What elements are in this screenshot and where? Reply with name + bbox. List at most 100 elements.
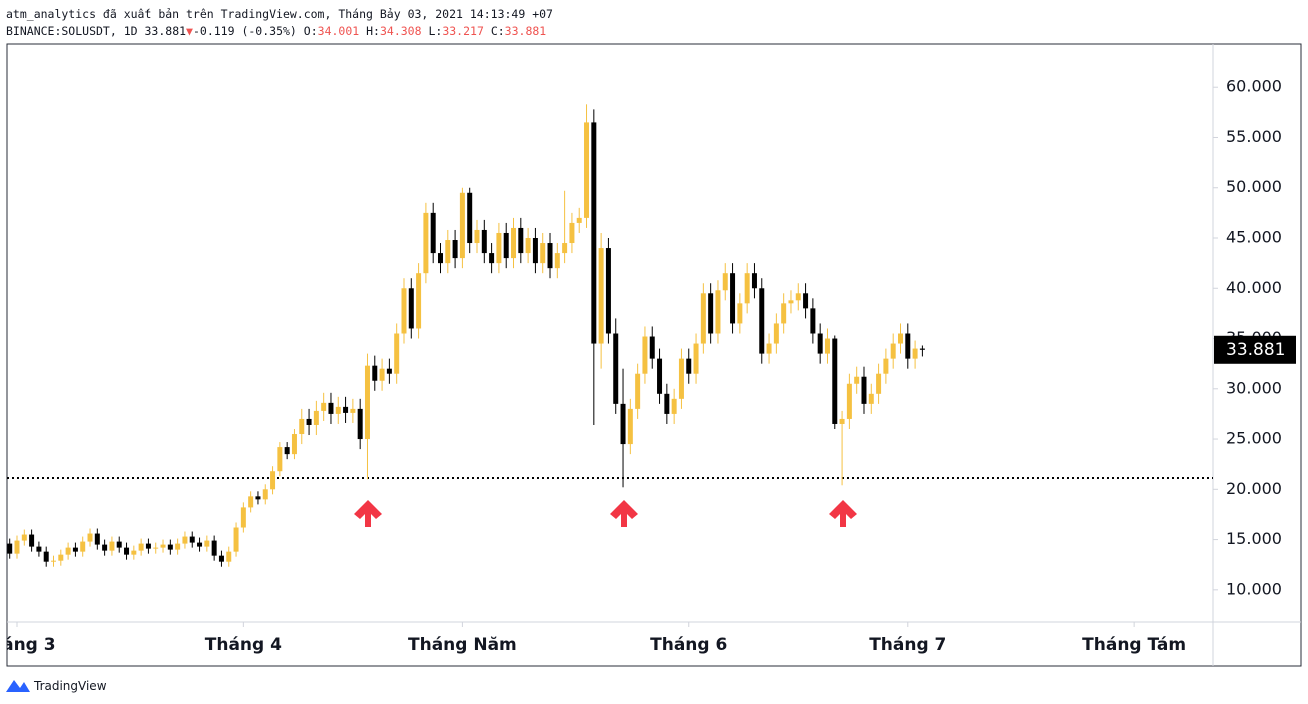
candle-body xyxy=(313,410,319,425)
candle-body xyxy=(722,273,728,291)
candle-body xyxy=(730,273,736,324)
o-value: 34.001 xyxy=(318,24,360,38)
candle-body xyxy=(291,434,297,455)
candle-body xyxy=(379,368,385,381)
candle-body xyxy=(372,365,378,381)
candle-body xyxy=(664,393,670,414)
candle-body xyxy=(175,543,181,550)
last: 33.881 xyxy=(145,24,187,38)
candle-body xyxy=(408,288,414,329)
y-tick-label: 10.000 xyxy=(1226,579,1282,598)
candle-body xyxy=(218,555,224,562)
candle-body xyxy=(51,560,57,562)
candle-body xyxy=(868,393,874,404)
candle-body xyxy=(832,338,838,424)
candle-body xyxy=(905,333,911,359)
candle-body xyxy=(562,243,568,254)
candle-body xyxy=(540,243,546,264)
candle-body xyxy=(459,192,465,259)
y-tick-label: 50.000 xyxy=(1226,177,1282,196)
h-value: 34.308 xyxy=(380,24,422,38)
candle-body xyxy=(124,547,130,555)
candle-body xyxy=(270,471,276,490)
candle-body xyxy=(708,293,714,334)
candle-body xyxy=(416,273,422,329)
candle-body xyxy=(839,418,845,424)
y-tick-label: 20.000 xyxy=(1226,479,1282,498)
candle-body xyxy=(766,343,772,354)
candle-body xyxy=(686,358,692,374)
candle-body xyxy=(160,544,166,548)
candle-body xyxy=(569,222,575,244)
header-line: BINANCE:SOLUSDT, 1D 33.881▼-0.119 (-0.35… xyxy=(6,24,546,38)
candle-body xyxy=(883,358,889,374)
candle-body xyxy=(627,408,633,445)
candle-body xyxy=(591,122,597,344)
candle-body xyxy=(423,212,429,274)
x-tick-label: Tháng 3 xyxy=(0,635,56,655)
candle-body xyxy=(138,543,144,551)
c-value: 33.881 xyxy=(505,24,547,38)
candle-body xyxy=(554,253,560,269)
o-label: O: xyxy=(304,24,318,38)
y-tick-label: 55.000 xyxy=(1226,127,1282,146)
symbol: BINANCE:SOLUSDT, 1D xyxy=(6,24,138,38)
candle-body xyxy=(824,338,830,354)
candle-body xyxy=(131,550,137,555)
candle-body xyxy=(65,547,71,555)
candle-body xyxy=(401,288,407,334)
candle-body xyxy=(620,403,626,445)
candle-body xyxy=(445,240,451,264)
candle-body xyxy=(751,273,757,289)
y-tick-label: 40.000 xyxy=(1226,278,1282,297)
candle-body xyxy=(211,540,217,556)
y-tick-label: 60.000 xyxy=(1226,77,1282,96)
candle-body xyxy=(29,534,35,547)
candle-body xyxy=(715,290,721,334)
candle-body xyxy=(759,288,765,354)
candle-body xyxy=(386,368,392,374)
candle-body xyxy=(87,533,93,542)
frame xyxy=(6,43,1302,667)
y-tick-label: 15.000 xyxy=(1226,529,1282,548)
candle-body xyxy=(364,365,370,440)
candle-body xyxy=(167,544,173,550)
candle-body xyxy=(919,348,925,350)
candle-body xyxy=(321,402,327,411)
candle-body xyxy=(357,408,363,440)
l-label: L: xyxy=(428,24,442,38)
candle-body xyxy=(576,217,582,223)
candle-body xyxy=(489,253,495,264)
candle-body xyxy=(21,534,27,541)
last-price-label: 33.881 xyxy=(1226,340,1285,360)
change-arrow: ▼ xyxy=(186,24,193,38)
candle-body xyxy=(430,212,436,254)
header-title: atm_analytics đã xuất bản trên TradingVi… xyxy=(6,7,553,21)
candle-body xyxy=(854,376,860,384)
up-arrow xyxy=(354,500,382,527)
l-value: 33.217 xyxy=(442,24,484,38)
candle-body xyxy=(248,496,254,508)
change: -0.119 (-0.35%) xyxy=(193,24,297,38)
c-label: C: xyxy=(491,24,505,38)
candle-body xyxy=(532,238,538,264)
y-tick-label: 25.000 xyxy=(1226,429,1282,448)
candle-body xyxy=(94,533,100,545)
candle-body xyxy=(657,358,663,394)
x-tick-label: Tháng Tám xyxy=(1082,635,1186,655)
candle-body xyxy=(116,541,122,548)
candle-body xyxy=(109,541,115,551)
candle-body xyxy=(452,240,458,259)
arrows xyxy=(354,500,857,527)
candle-body xyxy=(897,333,903,344)
candle-body xyxy=(744,273,750,304)
candle-body xyxy=(678,358,684,399)
candle-body xyxy=(671,398,677,414)
candle-body xyxy=(795,293,801,301)
candle-body xyxy=(511,227,517,259)
candle-body xyxy=(846,383,852,419)
candle-body xyxy=(182,536,188,544)
h-label: H: xyxy=(366,24,380,38)
candle-body xyxy=(781,303,787,324)
